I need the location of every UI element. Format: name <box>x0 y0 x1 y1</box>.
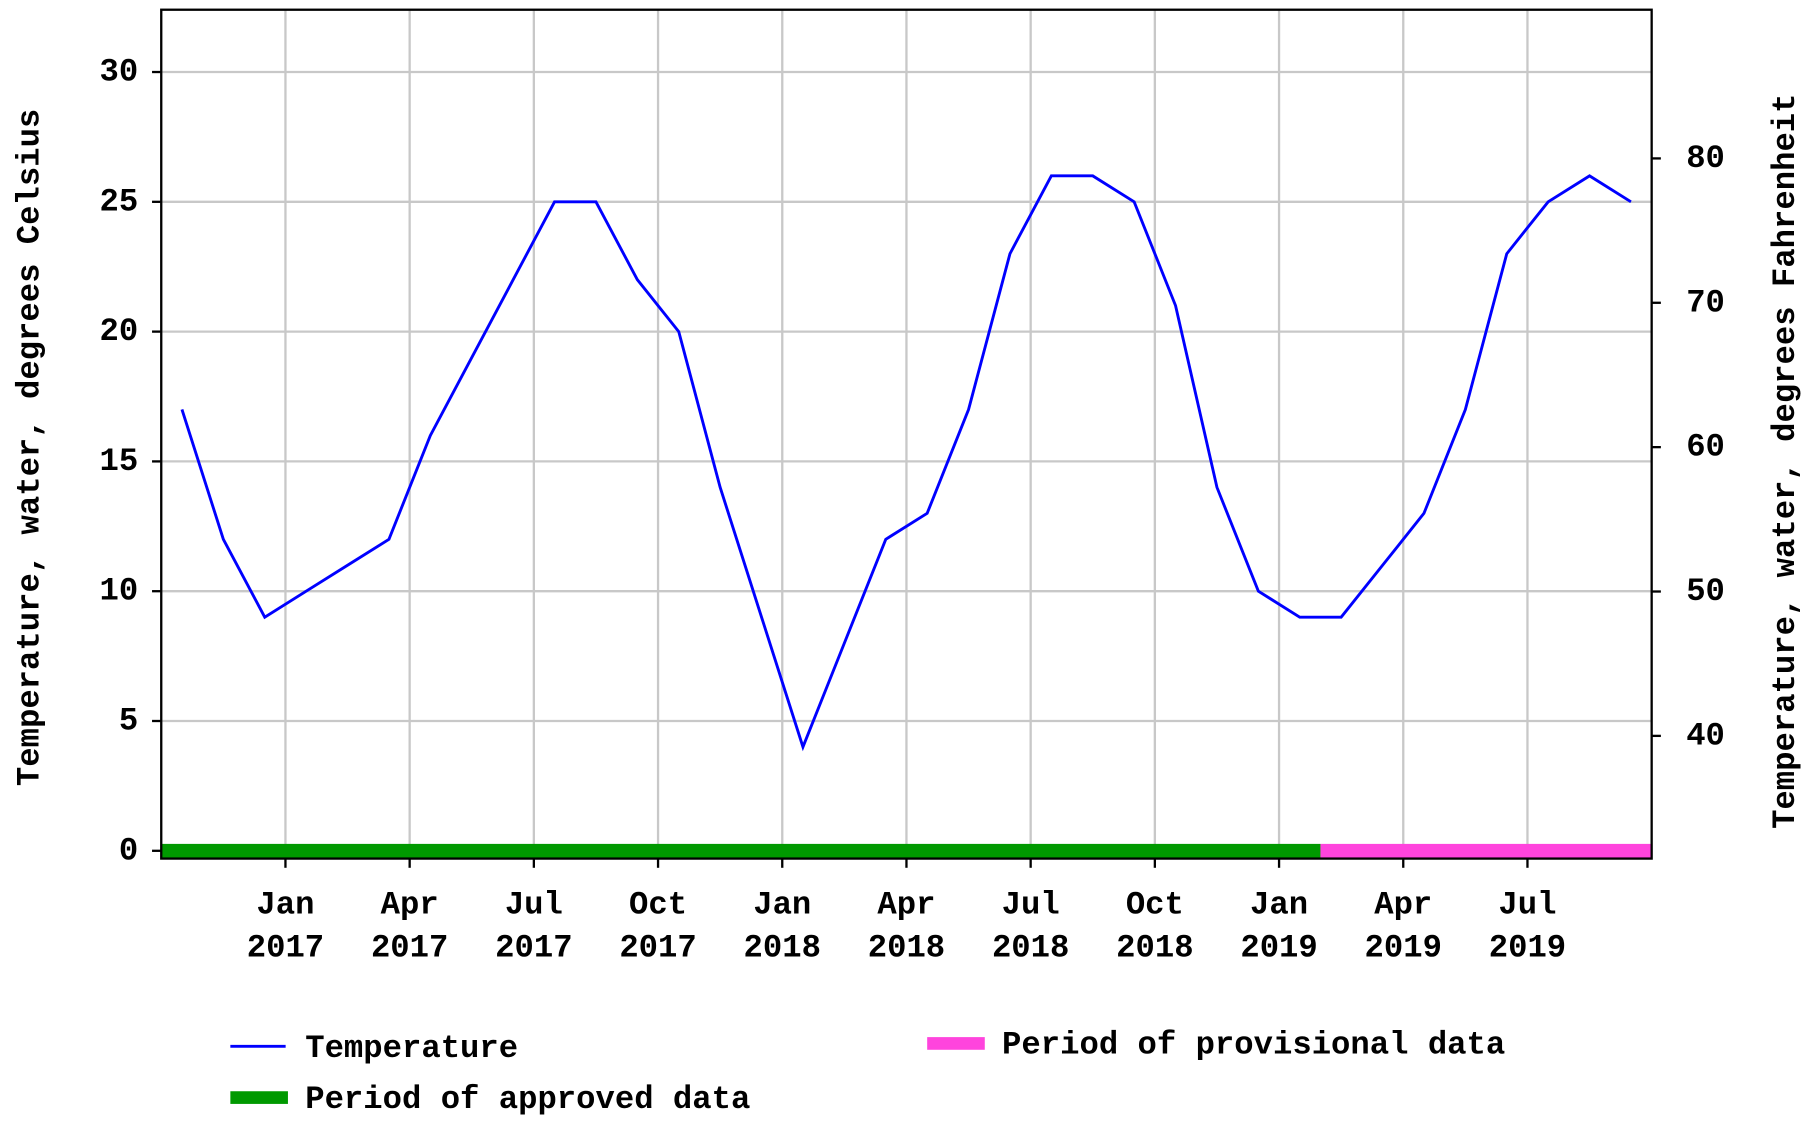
y-tick-label: 25 <box>99 183 138 220</box>
y-tick-label: 0 <box>119 832 138 869</box>
x-tick-label: Apr 2017 <box>371 886 448 966</box>
y2-axis-label: Temperature, water, degrees Fahrenheit <box>1767 94 1804 829</box>
x-tick-label: Jul 2017 <box>495 886 572 966</box>
y2-tick-label: 80 <box>1686 140 1725 177</box>
legend-swatch <box>230 1091 288 1104</box>
y-tick-label: 15 <box>99 443 138 480</box>
y-tick-label: 10 <box>99 573 138 610</box>
y-tick-label: 5 <box>119 703 138 740</box>
x-tick-label: Oct 2017 <box>619 886 696 966</box>
x-tick-label: Oct 2018 <box>1116 886 1193 966</box>
y2-tick-label: 70 <box>1686 284 1725 321</box>
legend-label: Temperature <box>305 1030 518 1067</box>
period-bar <box>1320 843 1652 858</box>
legend-swatch <box>927 1037 985 1050</box>
y-tick-label: 30 <box>99 54 138 91</box>
x-tick-label: Jan 2017 <box>247 886 324 966</box>
legend-label: Period of approved data <box>305 1081 750 1118</box>
x-tick-label: Jul 2019 <box>1489 886 1566 966</box>
plot-frame <box>160 8 1653 860</box>
x-tick-label: Apr 2018 <box>868 886 945 966</box>
y-tick-label: 20 <box>99 313 138 350</box>
x-tick-label: Jul 2018 <box>992 886 1069 966</box>
legend-label: Period of provisional data <box>1002 1027 1505 1064</box>
y-axis-label: Temperature, water, degrees Celsius <box>11 109 48 786</box>
y2-tick-label: 40 <box>1686 717 1725 754</box>
x-tick-label: Apr 2019 <box>1365 886 1442 966</box>
y2-tick-label: 60 <box>1686 429 1725 466</box>
x-tick-label: Jan 2018 <box>744 886 821 966</box>
x-tick-label: Jan 2019 <box>1240 886 1317 966</box>
data-line <box>180 174 1632 752</box>
period-bar <box>161 843 1321 858</box>
y2-tick-label: 50 <box>1686 573 1725 610</box>
